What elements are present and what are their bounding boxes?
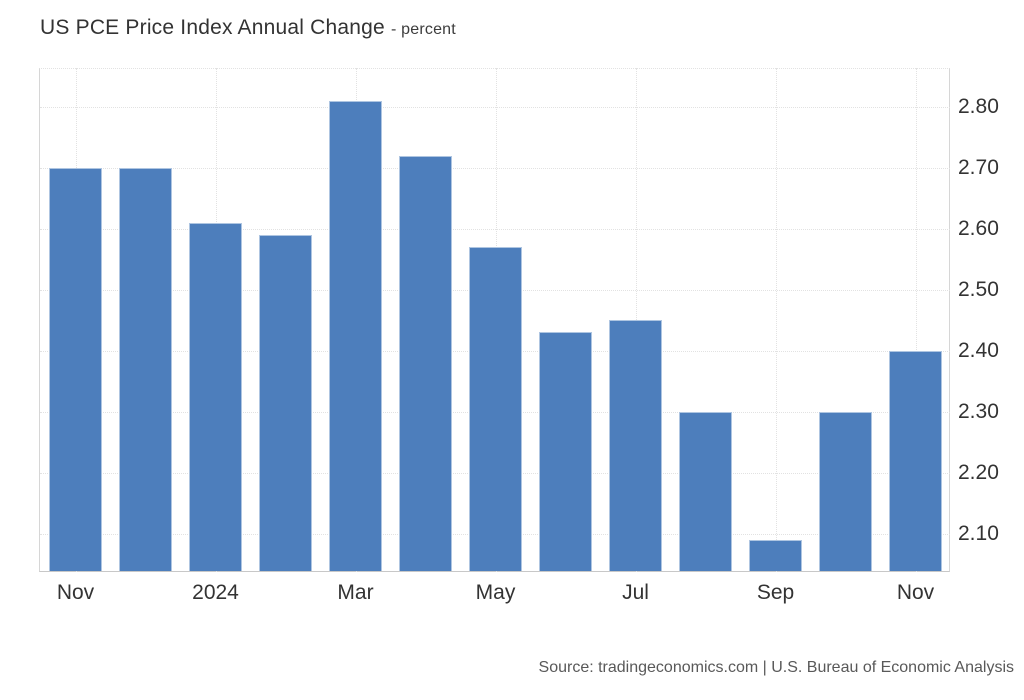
bar[interactable] <box>749 539 802 571</box>
bar[interactable] <box>259 234 312 571</box>
bar[interactable] <box>399 155 452 571</box>
bar[interactable] <box>679 411 732 571</box>
x-axis-tick-label: Jul <box>622 581 649 604</box>
y-axis-tick-label: 2.40 <box>958 338 999 362</box>
x-gridline <box>915 68 917 572</box>
x-gridline <box>775 68 777 572</box>
source-attribution: Source: tradingeconomics.com | U.S. Bure… <box>538 659 1014 676</box>
plot-area <box>39 68 950 572</box>
bar[interactable] <box>539 332 592 571</box>
bar[interactable] <box>119 167 172 571</box>
chart-title: US PCE Price Index Annual Change - perce… <box>40 16 456 40</box>
chart-title-text: US PCE Price Index Annual Change <box>40 16 385 39</box>
bar[interactable] <box>49 167 102 571</box>
bar[interactable] <box>889 350 942 571</box>
y-axis-tick-label: 2.20 <box>958 460 999 484</box>
x-gridline <box>635 68 637 572</box>
y-axis-tick-label: 2.80 <box>958 95 999 118</box>
y-axis-tick-label: 2.60 <box>958 216 999 240</box>
bar[interactable] <box>469 247 522 571</box>
chart-title-unit: - percent <box>390 21 456 38</box>
bar[interactable] <box>819 411 872 571</box>
x-axis-tick-label: Mar <box>337 581 374 604</box>
y-gridline <box>40 228 950 230</box>
x-axis-tick-label: 2024 <box>192 581 239 604</box>
y-axis-tick-label: 2.70 <box>958 155 999 179</box>
bar[interactable] <box>329 100 382 571</box>
x-axis-tick-label: May <box>475 581 516 604</box>
x-axis-tick-label: Nov <box>56 581 95 604</box>
x-axis-tick-label: Nov <box>896 581 935 604</box>
bar[interactable] <box>189 222 242 571</box>
y-gridline <box>40 107 950 108</box>
y-axis-tick-label: 2.30 <box>958 399 999 423</box>
y-axis-tick-label: 2.50 <box>958 277 999 301</box>
y-gridline <box>40 167 950 169</box>
y-axis-tick-label: 2.10 <box>958 521 999 545</box>
x-axis-tick-label: Sep <box>756 581 795 604</box>
bar[interactable] <box>609 320 662 571</box>
